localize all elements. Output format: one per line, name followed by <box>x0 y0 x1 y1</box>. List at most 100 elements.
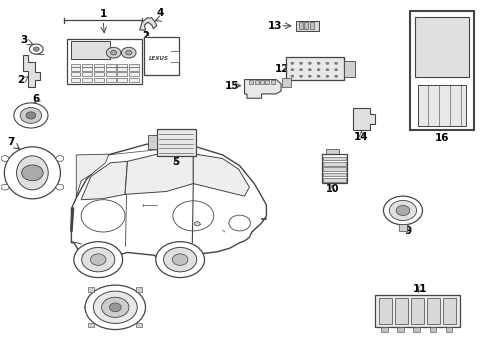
Circle shape <box>93 291 137 323</box>
Text: 4: 4 <box>157 8 164 18</box>
Bar <box>374 295 459 327</box>
Bar <box>117 64 127 67</box>
Bar <box>70 72 80 76</box>
Circle shape <box>109 303 121 312</box>
Bar <box>148 135 157 149</box>
Circle shape <box>163 247 196 272</box>
Circle shape <box>20 108 41 123</box>
Circle shape <box>334 75 337 77</box>
Circle shape <box>325 75 328 77</box>
Bar <box>129 67 139 71</box>
Polygon shape <box>76 154 109 197</box>
Bar <box>129 72 139 76</box>
Polygon shape <box>352 108 374 130</box>
Bar <box>343 61 354 77</box>
Bar <box>322 173 345 176</box>
Circle shape <box>308 69 311 71</box>
Bar <box>170 51 179 62</box>
Text: 2: 2 <box>18 75 25 85</box>
Circle shape <box>308 75 311 77</box>
Ellipse shape <box>4 147 61 199</box>
Bar <box>298 22 302 30</box>
Bar <box>105 78 115 82</box>
Bar <box>94 78 103 82</box>
Circle shape <box>290 75 293 77</box>
Circle shape <box>33 47 39 51</box>
Polygon shape <box>81 161 127 200</box>
Bar <box>105 64 115 67</box>
Bar <box>397 327 404 332</box>
Bar <box>322 157 345 160</box>
Circle shape <box>125 50 132 55</box>
Circle shape <box>102 297 129 318</box>
Bar <box>321 154 346 183</box>
Bar <box>129 78 139 82</box>
Text: 12: 12 <box>274 64 289 74</box>
Circle shape <box>1 184 9 190</box>
Bar <box>442 298 455 324</box>
Text: 2: 2 <box>142 31 148 41</box>
Circle shape <box>194 222 200 226</box>
Circle shape <box>85 285 145 329</box>
Bar <box>94 67 103 71</box>
Polygon shape <box>71 144 266 262</box>
Circle shape <box>21 165 43 181</box>
Bar <box>265 80 269 84</box>
Bar <box>117 67 127 71</box>
Circle shape <box>156 242 204 278</box>
Bar <box>70 78 80 82</box>
Circle shape <box>14 103 48 128</box>
Bar <box>398 224 406 231</box>
Bar <box>94 72 103 76</box>
Polygon shape <box>244 80 281 98</box>
Bar <box>322 178 345 182</box>
Text: 6: 6 <box>32 94 40 104</box>
Bar <box>94 64 103 67</box>
Text: 3: 3 <box>20 35 28 45</box>
Bar <box>136 287 142 292</box>
Bar <box>428 327 435 332</box>
Circle shape <box>81 247 115 272</box>
Text: 13: 13 <box>267 21 282 31</box>
Ellipse shape <box>17 156 48 190</box>
Bar <box>70 41 110 59</box>
Text: 16: 16 <box>434 133 448 143</box>
Bar <box>129 64 139 67</box>
Text: 11: 11 <box>412 284 427 294</box>
Circle shape <box>334 62 337 64</box>
Circle shape <box>56 184 63 190</box>
Bar <box>304 22 308 30</box>
Circle shape <box>299 62 302 64</box>
Bar <box>88 323 94 327</box>
Bar <box>326 149 338 154</box>
Text: 8: 8 <box>84 302 92 312</box>
Bar <box>82 72 92 76</box>
Text: LEXUS: LEXUS <box>149 55 169 60</box>
Circle shape <box>110 50 117 55</box>
Text: 10: 10 <box>325 184 338 194</box>
Bar <box>136 323 142 327</box>
Bar <box>409 12 473 130</box>
Circle shape <box>308 62 311 64</box>
Circle shape <box>29 44 43 54</box>
Bar <box>426 298 439 324</box>
Text: 9: 9 <box>404 226 410 236</box>
Circle shape <box>334 69 337 71</box>
Bar <box>70 67 80 71</box>
Circle shape <box>388 201 416 221</box>
Bar <box>295 21 319 31</box>
Bar <box>117 72 127 76</box>
Circle shape <box>290 62 293 64</box>
Circle shape <box>290 69 293 71</box>
Text: 7: 7 <box>7 138 14 147</box>
Text: 14: 14 <box>353 132 368 142</box>
Bar <box>88 287 94 292</box>
Polygon shape <box>125 153 193 194</box>
Circle shape <box>121 47 136 58</box>
Bar <box>260 80 264 84</box>
Bar <box>67 39 142 84</box>
Circle shape <box>395 206 409 216</box>
Bar <box>82 67 92 71</box>
Bar <box>417 85 466 126</box>
Bar <box>381 327 387 332</box>
